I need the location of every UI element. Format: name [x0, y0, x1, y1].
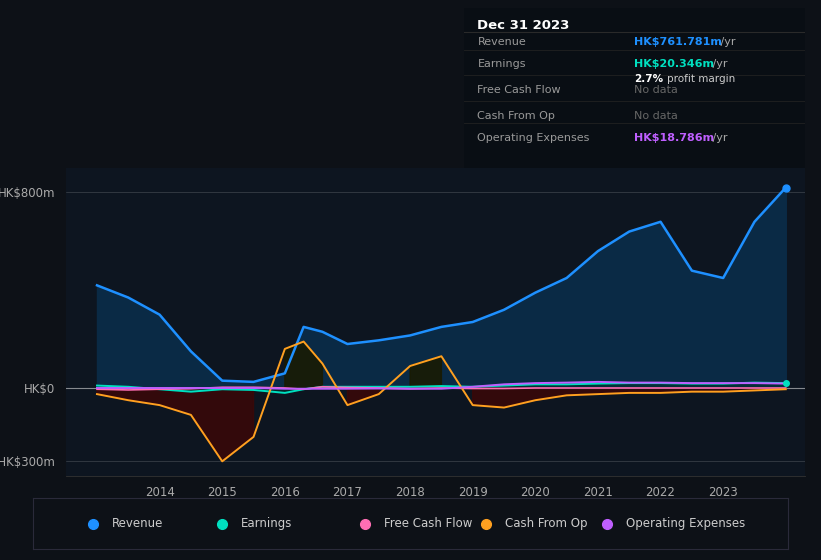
Text: Operating Expenses: Operating Expenses	[478, 133, 589, 143]
Text: profit margin: profit margin	[667, 74, 735, 84]
Text: HK$18.786m: HK$18.786m	[635, 133, 714, 143]
Text: 2.7%: 2.7%	[635, 74, 663, 84]
Text: Revenue: Revenue	[112, 517, 163, 530]
Text: Earnings: Earnings	[241, 517, 292, 530]
Text: Dec 31 2023: Dec 31 2023	[478, 19, 570, 32]
Text: Revenue: Revenue	[478, 37, 526, 47]
Text: /yr: /yr	[709, 133, 727, 143]
Text: /yr: /yr	[717, 37, 735, 47]
Text: Operating Expenses: Operating Expenses	[626, 517, 745, 530]
Text: Free Cash Flow: Free Cash Flow	[478, 85, 561, 95]
Text: Cash From Op: Cash From Op	[505, 517, 587, 530]
Text: No data: No data	[635, 110, 678, 120]
Text: Earnings: Earnings	[478, 59, 526, 69]
Text: Cash From Op: Cash From Op	[478, 110, 555, 120]
Text: /yr: /yr	[709, 59, 727, 69]
Text: No data: No data	[635, 85, 678, 95]
Text: Free Cash Flow: Free Cash Flow	[384, 517, 472, 530]
Text: HK$20.346m: HK$20.346m	[635, 59, 714, 69]
Text: HK$761.781m: HK$761.781m	[635, 37, 722, 47]
